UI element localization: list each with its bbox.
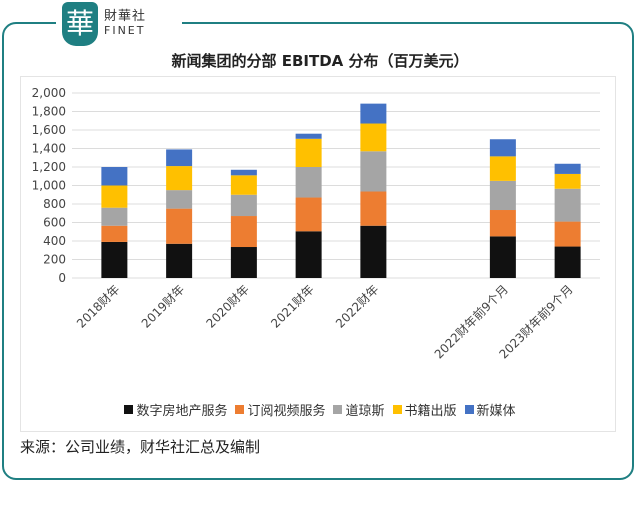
card-frame xyxy=(2,22,634,480)
legend-swatch xyxy=(464,405,474,414)
bar-segment xyxy=(295,138,322,167)
bar-segment xyxy=(166,166,193,191)
bar-segment xyxy=(166,243,193,278)
bar-segment xyxy=(360,123,387,152)
chart-box xyxy=(20,76,616,432)
bar-segment xyxy=(230,247,257,278)
bar-segment xyxy=(360,225,387,278)
bar-segment xyxy=(166,149,193,167)
legend-item: 订阅视频服务 xyxy=(235,400,325,419)
bar-segment xyxy=(101,167,128,186)
bar-segment xyxy=(360,151,387,192)
x-tick-label: 2019财年 xyxy=(139,282,187,330)
legend-label: 新媒体 xyxy=(476,404,516,419)
logo-mark: 華 xyxy=(62,2,98,46)
bar-segment xyxy=(101,207,128,226)
legend-label: 订阅视频服务 xyxy=(247,404,326,419)
y-tick-label: 1,200 xyxy=(32,160,66,174)
y-tick-label: 1,800 xyxy=(32,105,66,119)
y-tick-label: 600 xyxy=(43,216,66,230)
bar-segment xyxy=(489,139,516,157)
logo-cn: 財華社 xyxy=(104,9,147,24)
bar-segment xyxy=(166,190,193,209)
y-tick-label: 1,600 xyxy=(32,123,66,137)
bar-segment xyxy=(554,246,581,278)
x-tick-label: 2020财年 xyxy=(204,282,252,330)
x-tick-label: 2021财年 xyxy=(268,282,316,330)
y-tick-label: 0 xyxy=(58,271,66,285)
x-tick-label: 2022财年 xyxy=(333,282,381,330)
chart-title: 新闻集团的分部 EBITDA 分布（百万美元） xyxy=(171,52,469,70)
bar-segment xyxy=(489,210,516,237)
legend-item: 书籍出版 xyxy=(392,400,457,419)
bar-segment xyxy=(360,103,387,124)
bar-segment xyxy=(554,188,581,222)
logo-en: FINET xyxy=(104,24,146,37)
bar-segment xyxy=(295,167,322,198)
legend-item: 道琼斯 xyxy=(333,400,385,419)
bar-segment xyxy=(489,180,516,211)
bar-segment xyxy=(230,194,257,217)
y-tick-label: 200 xyxy=(43,253,66,267)
legend-swatch xyxy=(333,405,343,414)
bar-segment xyxy=(101,185,128,208)
bar-segment xyxy=(295,133,322,139)
legend-label: 书籍出版 xyxy=(404,404,457,419)
legend: 数字房地产服务 订阅视频服务 道琼斯 书籍出版 新媒体 xyxy=(0,400,640,419)
legend-swatch xyxy=(392,405,402,414)
y-tick-label: 1,000 xyxy=(32,179,66,193)
y-tick-label: 1,400 xyxy=(32,142,66,156)
bar-segment xyxy=(230,169,257,176)
bar-segment xyxy=(295,197,322,232)
bar-segment xyxy=(166,208,193,244)
bar-segment xyxy=(360,191,387,226)
bar-segment xyxy=(230,175,257,195)
legend-label: 道琼斯 xyxy=(345,404,385,419)
bar-segment xyxy=(554,163,581,174)
bar-segment xyxy=(101,225,128,242)
y-tick-label: 2,000 xyxy=(32,86,66,100)
bar-segment xyxy=(295,231,322,278)
bar-segment xyxy=(489,156,516,181)
legend-item: 数字房地产服务 xyxy=(124,400,227,419)
bar-segment xyxy=(489,236,516,278)
legend-item: 新媒体 xyxy=(464,400,516,419)
finet-logo: 華 財華社 FINET xyxy=(56,0,182,48)
bar-segment xyxy=(230,216,257,248)
y-tick-label: 400 xyxy=(43,234,66,248)
x-tick-label: 2018财年 xyxy=(74,282,122,330)
y-tick-label: 800 xyxy=(43,197,66,211)
source-note: 来源：公司业绩，财华社汇总及编制 xyxy=(20,438,261,456)
bar-segment xyxy=(554,221,581,247)
bar-segment xyxy=(101,241,128,278)
bar-segment xyxy=(554,173,581,189)
legend-swatch xyxy=(235,405,245,414)
legend-swatch xyxy=(124,405,134,414)
legend-label: 数字房地产服务 xyxy=(136,404,228,419)
